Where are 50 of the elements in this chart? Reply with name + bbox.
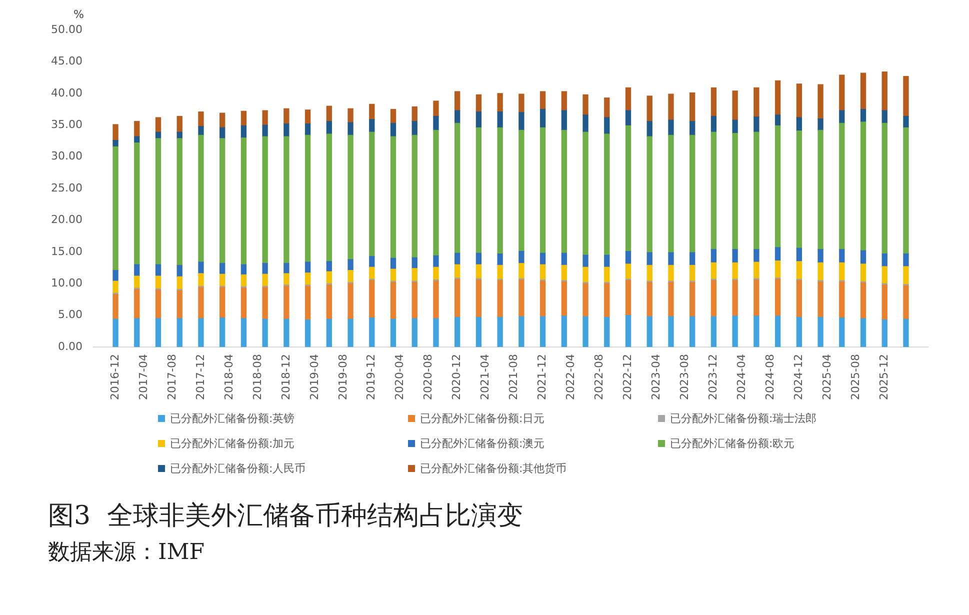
x-tick-label: 2020-12 bbox=[450, 354, 464, 400]
x-tick-label: 2023-08 bbox=[678, 354, 692, 400]
y-tick-label: 10.00 bbox=[50, 276, 82, 290]
x-tick-label: 2022-12 bbox=[621, 354, 634, 400]
legend-label: 已分配外汇储备份额:其他货币 bbox=[420, 461, 567, 476]
y-tick-label: 50.00 bbox=[50, 22, 82, 36]
y-tick-label: 5.00 bbox=[58, 308, 82, 322]
legend-label: 已分配外汇储备份额:英镑 bbox=[170, 411, 295, 426]
y-axis-title: % bbox=[74, 8, 84, 21]
legend-label: 已分配外汇储备份额:瑞士法郎 bbox=[670, 411, 817, 426]
legend-label: 已分配外汇储备份额:人民币 bbox=[170, 461, 306, 476]
x-tick-label: 2017-12 bbox=[194, 354, 207, 400]
x-tick-label: 2021-12 bbox=[536, 354, 549, 400]
x-tick-label: 2016-12 bbox=[108, 354, 122, 400]
legend-label: 已分配外汇储备份额:日元 bbox=[420, 411, 545, 426]
x-tick-label: 2025-12 bbox=[877, 354, 890, 400]
x-tick-label: 2018-12 bbox=[279, 354, 292, 400]
x-tick-label: 2021-04 bbox=[478, 354, 492, 400]
source-note: 数据来源：IMF bbox=[48, 539, 206, 567]
y-tick-label: 30.00 bbox=[50, 150, 82, 163]
x-tick-label: 2021-08 bbox=[507, 354, 520, 400]
legend-label: 已分配外汇储备份额:欧元 bbox=[670, 436, 795, 451]
x-tick-label: 2024-12 bbox=[792, 354, 806, 400]
y-tick-label: 40.00 bbox=[50, 86, 82, 100]
x-tick-label: 2019-12 bbox=[364, 354, 378, 400]
y-tick-label: 45.00 bbox=[50, 54, 82, 68]
x-tick-label: 2023-04 bbox=[650, 354, 663, 400]
y-tick-label: 15.00 bbox=[50, 244, 82, 258]
x-tick-label: 2020-08 bbox=[422, 354, 435, 400]
x-tick-label: 2024-08 bbox=[764, 354, 777, 400]
x-tick-label: 2022-04 bbox=[564, 354, 578, 400]
legend-label: 已分配外汇储备份额:加元 bbox=[170, 436, 295, 451]
y-tick-label: 35.00 bbox=[50, 118, 82, 131]
x-tick-label: 2018-04 bbox=[222, 354, 236, 400]
x-tick-label: 2019-04 bbox=[308, 354, 321, 400]
y-tick-label: 25.00 bbox=[50, 181, 82, 194]
legend-label: 已分配外汇储备份额:澳元 bbox=[420, 436, 545, 451]
x-tick-label: 2022-08 bbox=[592, 354, 606, 400]
x-tick-label: 2025-04 bbox=[820, 354, 834, 400]
y-tick-label: 20.00 bbox=[50, 213, 82, 226]
x-tick-label: 2024-04 bbox=[735, 354, 748, 400]
x-tick-label: 2017-08 bbox=[165, 354, 178, 400]
x-tick-label: 2023-12 bbox=[706, 354, 720, 400]
x-tick-label: 2025-08 bbox=[848, 354, 862, 400]
text: 图3 全球非美外汇储备币种结构占比演变 bbox=[48, 500, 524, 533]
x-tick-label: 2018-08 bbox=[250, 354, 264, 400]
x-tick-label: 2020-04 bbox=[393, 354, 406, 400]
x-tick-label: 2019-08 bbox=[336, 354, 350, 400]
y-tick-label: 0.00 bbox=[58, 340, 82, 353]
x-tick-label: 2017-04 bbox=[136, 354, 150, 400]
